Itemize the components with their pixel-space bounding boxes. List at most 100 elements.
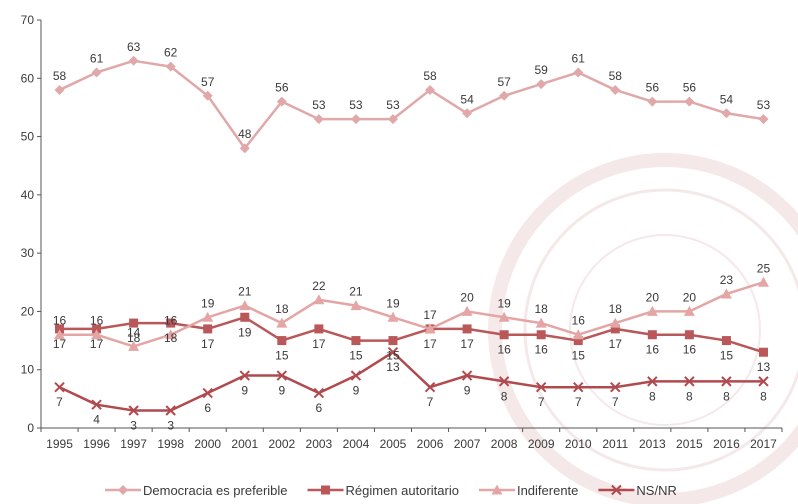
data-label-regimen-autoritario: 17 [53,337,67,351]
data-label-democracia-es-preferible: 54 [720,92,734,106]
data-label-ns-nr: 6 [204,401,211,415]
x-tick-label: 1997 [120,437,147,451]
series-regimen-autoritario [55,312,768,357]
data-point-indiferente [757,276,769,287]
legend-marker [491,484,503,495]
data-point-democracia-es-preferible [387,114,398,125]
x-tick-label: 2008 [491,437,518,451]
data-point-ns-nr [350,370,362,381]
data-point-ns-nr [202,387,213,399]
data-label-ns-nr: 7 [427,395,434,409]
data-label-democracia-es-preferible: 62 [164,46,178,60]
y-tick-label: 30 [21,246,35,260]
x-tick-label: 2015 [676,437,703,451]
data-point-democracia-es-preferible [350,114,361,125]
series-layer [54,55,769,416]
data-point-indiferente [498,311,510,322]
data-point-ns-nr [276,370,288,381]
x-tick-label: 2002 [268,437,295,451]
data-point-regimen-autoritario [388,336,398,346]
data-label-democracia-es-preferible: 57 [201,75,215,89]
x-tick-label: 1995 [46,437,73,451]
series-line-ns-nr [58,350,764,412]
y-tick-label: 70 [21,13,35,27]
marker-stroke [202,387,213,399]
data-point-indiferente [54,329,66,340]
data-point-democracia-es-preferible [128,55,139,66]
data-point-regimen-autoritario [536,330,546,340]
x-tick-label: 2001 [231,437,258,451]
x-tick-label: 2016 [713,437,740,451]
data-label-indiferente: 17 [423,308,437,322]
series-line-democracia-es-preferible [58,59,764,150]
data-label-ns-nr: 8 [760,389,767,403]
marker-stroke [128,405,139,416]
data-point-democracia-es-preferible [573,67,584,78]
data-point-democracia-es-preferible [239,143,250,154]
data-label-indiferente: 21 [238,285,252,299]
data-label-democracia-es-preferible: 61 [90,51,104,65]
data-point-ns-nr [535,381,547,393]
data-label-indiferente: 16 [164,314,178,328]
x-tick-label: 2011 [602,437,628,451]
data-point-ns-nr [239,370,250,381]
legend-label: Democracia es preferible [143,483,288,498]
x-tick-label: 2013 [639,437,666,451]
data-point-regimen-autoritario [240,312,250,322]
data-point-democracia-es-preferible [610,84,621,95]
data-point-indiferente [165,329,177,340]
series-line-indiferente [59,281,764,348]
x-tick-label: 2005 [380,437,407,451]
data-point-regimen-autoritario [573,336,583,346]
data-label-ns-nr: 9 [278,384,285,398]
data-point-indiferente [239,300,251,311]
data-point-indiferente [572,329,584,340]
series-ns-nr [54,347,769,416]
data-label-ns-nr: 8 [723,389,730,403]
data-point-regimen-autoritario [129,318,139,328]
data-label-indiferente: 23 [720,273,734,287]
data-label-regimen-autoritario: 17 [460,337,474,351]
data-point-ns-nr [573,381,584,393]
marker-stroke [424,381,436,393]
data-point-ns-nr [610,381,621,393]
data-label-indiferente: 16 [90,314,104,328]
data-label-indiferente: 19 [497,296,511,310]
marker-stroke [461,370,473,381]
y-tick-label: 60 [21,71,35,85]
legend-label: NS/NR [636,483,676,498]
data-label-democracia-es-preferible: 48 [238,127,252,141]
data-label-regimen-autoritario: 13 [757,360,771,374]
data-label-regimen-autoritario: 16 [534,343,548,357]
marker-stroke [758,376,769,387]
data-label-ns-nr: 3 [167,419,174,433]
data-label-ns-nr: 7 [575,395,582,409]
data-label-ns-nr: 8 [501,389,508,403]
series-line-regimen-autoritario [59,316,764,354]
data-label-democracia-es-preferible: 53 [349,98,363,112]
data-label-regimen-autoritario: 17 [609,337,623,351]
data-point-democracia-es-preferible [758,114,769,125]
data-point-democracia-es-preferible [425,84,436,95]
data-label-regimen-autoritario: 15 [386,349,400,363]
data-label-regimen-autoritario: 19 [238,325,252,339]
data-label-regimen-autoritario: 16 [646,343,660,357]
data-label-ns-nr: 8 [649,389,656,403]
data-label-indiferente: 18 [534,302,548,316]
data-label-regimen-autoritario: 18 [164,331,178,345]
data-label-ns-nr: 7 [612,395,619,409]
legend-marker [321,485,331,495]
x-tick-label: 2007 [454,437,481,451]
data-point-ns-nr [647,376,658,387]
marker-stroke [721,376,732,387]
data-label-democracia-es-preferible: 53 [757,98,771,112]
legend-item-regimen-autoritario: Régimen autoritario [307,483,459,498]
marker-stroke [239,370,250,381]
data-label-regimen-autoritario: 15 [349,349,363,363]
data-label-ns-nr: 9 [241,384,248,398]
legend-marker [611,484,622,496]
data-label-indiferente: 20 [683,290,697,304]
data-label-democracia-es-preferible: 63 [127,40,141,54]
data-point-ns-nr [498,376,510,387]
